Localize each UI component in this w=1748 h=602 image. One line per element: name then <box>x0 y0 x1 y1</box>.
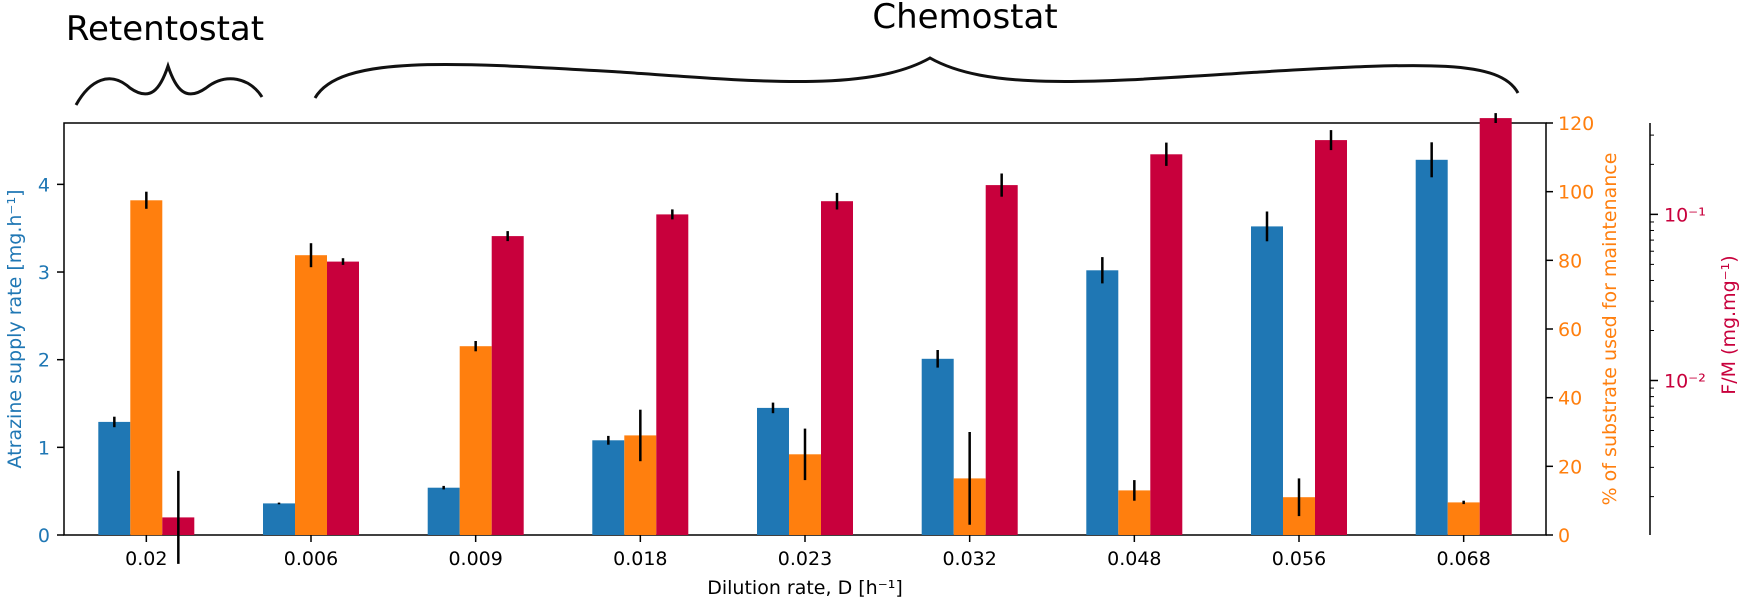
right1-axis-label: % of substrate used for maintenance <box>1599 153 1621 506</box>
bar-left-2 <box>427 487 460 535</box>
bar-left-5 <box>921 358 954 535</box>
bar-left-1 <box>263 503 295 535</box>
bar-left-7 <box>1251 226 1283 535</box>
bar-left-8 <box>1415 159 1448 536</box>
bar-right2-4 <box>821 201 853 535</box>
right1-tick-label: 20 <box>1558 456 1582 478</box>
x-tick-label: 0.056 <box>1272 548 1326 570</box>
x-tick-label: 0.048 <box>1107 548 1161 570</box>
bar-right1-2 <box>459 346 492 535</box>
bar-right1-8 <box>1447 502 1480 535</box>
bar-left-4 <box>757 407 789 535</box>
bar-right2-6 <box>1150 154 1183 536</box>
bar-left-3 <box>592 440 625 535</box>
right1-tick-label: 100 <box>1558 182 1594 204</box>
bar-right2-2 <box>491 236 524 535</box>
right2-tick-label: 10⁻² <box>1664 371 1706 393</box>
right1-tick-label: 80 <box>1558 250 1582 272</box>
right2-tick-label: 10⁻¹ <box>1664 204 1706 226</box>
x-tick-label: 0.006 <box>284 548 338 570</box>
right2-axis-label: F/M (mg.mg⁻¹) <box>1718 255 1740 394</box>
bar-right2-8 <box>1479 118 1512 535</box>
chemostat-brace <box>313 56 1520 99</box>
left-tick-label: 1 <box>38 437 50 459</box>
left-tick-label: 0 <box>38 525 50 547</box>
left-tick-label: 2 <box>38 350 50 372</box>
bar-left-6 <box>1086 270 1119 535</box>
left-tick-label: 4 <box>38 174 50 196</box>
x-tick-label: 0.009 <box>448 548 502 570</box>
bar-right1-1 <box>295 255 327 535</box>
right1-tick-label: 120 <box>1558 113 1594 135</box>
left-axis-label: Atrazine supply rate [mg.h⁻¹] <box>4 190 26 469</box>
bar-right2-7 <box>1315 140 1347 535</box>
right1-tick-label: 60 <box>1558 319 1582 341</box>
right1-tick-label: 40 <box>1558 388 1582 410</box>
bar-right2-5 <box>985 185 1018 535</box>
bar-right2-1 <box>327 261 359 535</box>
retentostat-brace <box>74 61 264 106</box>
group-label-retentostat: Retentostat <box>66 9 264 49</box>
right1-tick-label: 0 <box>1558 525 1570 547</box>
x-tick-label: 0.02 <box>125 548 167 570</box>
bar-right2-3 <box>656 214 689 535</box>
group-label-chemostat: Chemostat <box>872 0 1057 37</box>
bar-right1-0 <box>130 200 163 536</box>
x-tick-label: 0.018 <box>613 548 667 570</box>
x-axis-label: Dilution rate, D [h⁻¹] <box>707 577 903 599</box>
left-tick-label: 3 <box>38 262 50 284</box>
x-tick-label: 0.032 <box>942 548 996 570</box>
x-tick-label: 0.023 <box>778 548 832 570</box>
bar-left-0 <box>98 421 131 535</box>
x-tick-label: 0.068 <box>1436 548 1490 570</box>
